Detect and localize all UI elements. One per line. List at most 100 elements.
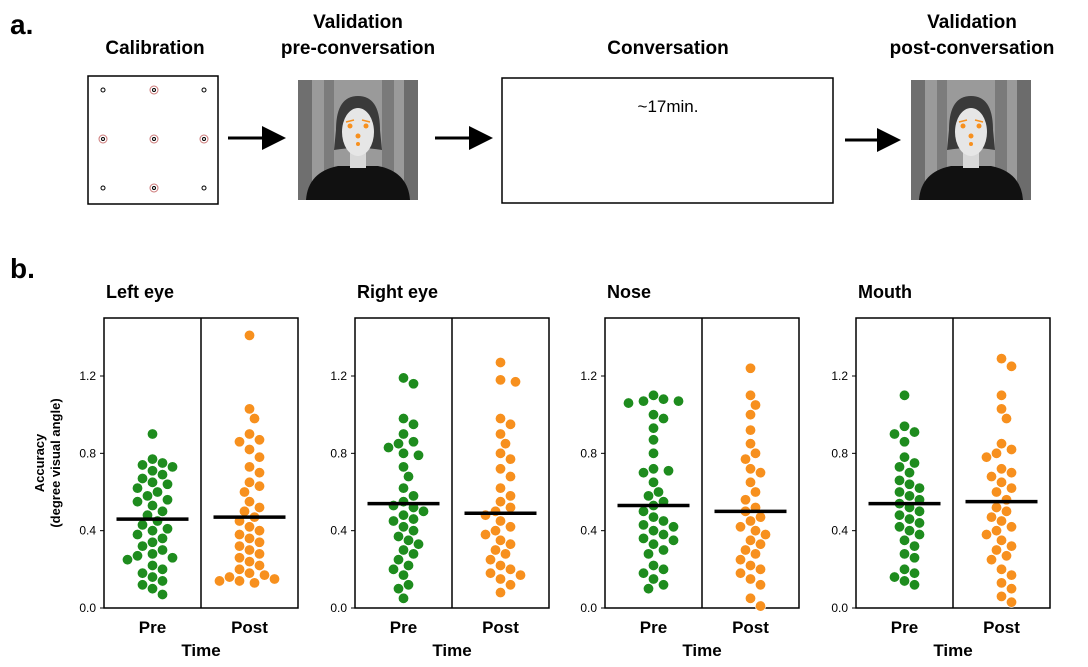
data-point — [1005, 596, 1017, 608]
data-point — [647, 422, 659, 434]
data-point — [392, 554, 404, 566]
data-point — [642, 583, 654, 595]
data-point — [504, 521, 516, 533]
x-tick-label: Post — [482, 618, 519, 637]
data-point — [244, 544, 256, 556]
y-tick-label: 0.0 — [580, 601, 597, 615]
data-point — [898, 451, 910, 463]
data-point — [514, 569, 526, 581]
x-tick-label: Pre — [390, 618, 417, 637]
data-point — [479, 529, 491, 541]
data-point — [913, 517, 925, 529]
data-point — [647, 447, 659, 459]
data-point — [234, 540, 246, 552]
data-point — [637, 532, 649, 544]
data-point — [254, 559, 266, 571]
data-point — [244, 521, 256, 533]
data-point — [754, 511, 766, 523]
data-point — [397, 413, 409, 425]
x-axis-label: Time — [933, 641, 972, 660]
data-point — [1005, 583, 1017, 595]
data-point — [893, 509, 905, 521]
data-point — [167, 461, 179, 473]
x-tick-label: Pre — [139, 618, 166, 637]
data-point — [147, 465, 159, 477]
data-point — [402, 471, 414, 483]
data-point — [637, 505, 649, 517]
data-point — [137, 472, 149, 484]
data-point — [137, 519, 149, 531]
data-point — [167, 552, 179, 564]
data-point — [893, 461, 905, 473]
data-point — [234, 436, 246, 448]
data-point — [672, 395, 684, 407]
data-point — [392, 530, 404, 542]
y-tick-label: 1.2 — [330, 369, 347, 383]
calibration-dots — [98, 85, 209, 193]
data-point — [147, 525, 159, 537]
data-point — [494, 374, 506, 386]
data-point — [734, 567, 746, 579]
data-point — [244, 496, 256, 508]
data-point — [1005, 569, 1017, 581]
x-axis-label: Time — [181, 641, 220, 660]
data-point — [254, 480, 266, 492]
x-tick-label: Pre — [640, 618, 667, 637]
x-tick-label: Post — [983, 618, 1020, 637]
data-point — [749, 525, 761, 537]
face-image — [297, 79, 419, 201]
data-point — [657, 515, 669, 527]
data-point — [244, 461, 256, 473]
data-point — [239, 505, 251, 517]
data-point — [254, 548, 266, 560]
data-point — [749, 486, 761, 498]
data-point — [407, 513, 419, 525]
data-point — [397, 482, 409, 494]
face-image — [910, 79, 1032, 201]
data-point — [995, 577, 1007, 589]
y-tick-label: 0.4 — [580, 524, 597, 538]
y-axis-label: Accuracy — [32, 433, 47, 492]
data-point — [239, 486, 251, 498]
data-point — [392, 438, 404, 450]
data-point — [504, 563, 516, 575]
data-point — [249, 413, 261, 425]
y-tick-label: 1.2 — [831, 369, 848, 383]
data-point — [908, 540, 920, 552]
data-point — [397, 447, 409, 459]
data-point — [893, 474, 905, 486]
data-point — [990, 525, 1002, 537]
data-point — [637, 467, 649, 479]
data-point — [234, 575, 246, 587]
data-point — [162, 523, 174, 535]
data-point — [1000, 505, 1012, 517]
data-point — [132, 529, 144, 541]
data-point — [647, 525, 659, 537]
data-point — [254, 501, 266, 513]
data-point — [754, 563, 766, 575]
data-point — [234, 563, 246, 575]
data-point — [157, 532, 169, 544]
data-point — [647, 511, 659, 523]
data-point — [254, 451, 266, 463]
x-tick-label: Post — [231, 618, 268, 637]
data-point — [132, 482, 144, 494]
data-point — [402, 579, 414, 591]
data-point — [407, 548, 419, 560]
data-point — [407, 490, 419, 502]
data-point — [647, 538, 659, 550]
data-point — [647, 463, 659, 475]
y-tick-label: 1.2 — [79, 369, 96, 383]
data-point — [893, 486, 905, 498]
data-point — [214, 575, 226, 587]
step-title: Calibration — [105, 38, 204, 59]
data-point — [137, 567, 149, 579]
data-point — [657, 544, 669, 556]
conversation-box — [501, 77, 834, 204]
data-point — [1005, 360, 1017, 372]
chart-title: Right eye — [357, 282, 438, 302]
data-point — [412, 449, 424, 461]
data-point — [888, 571, 900, 583]
data-point — [642, 548, 654, 560]
